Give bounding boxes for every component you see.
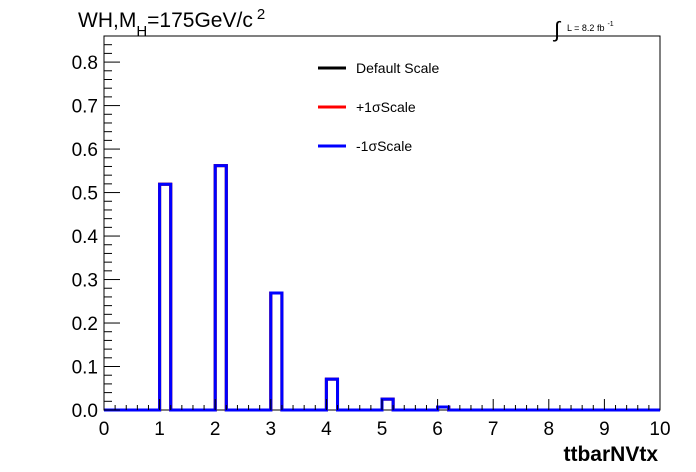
x-tick-label: 3 bbox=[266, 419, 277, 440]
x-tick-label: 8 bbox=[544, 419, 555, 440]
luminosity-text: L = 8.2 fb bbox=[567, 23, 604, 33]
legend-label-plus1sigma: +1σScale bbox=[356, 99, 416, 115]
y-tick-label: 0.7 bbox=[72, 97, 98, 118]
luminosity-integral: ∫ bbox=[552, 17, 562, 42]
x-tick-label: 2 bbox=[210, 419, 221, 440]
plot-frame bbox=[103, 35, 661, 411]
x-tick-label: 10 bbox=[649, 419, 670, 440]
series-minus1sigma-scale bbox=[104, 164, 660, 412]
title-superscript: 2 bbox=[257, 6, 265, 23]
legend-label-minus1sigma: -1σScale bbox=[356, 138, 412, 154]
x-axis-title: ttbarNVtx bbox=[563, 443, 658, 466]
series-layer bbox=[104, 164, 660, 412]
legend: Default Scale +1σScale -1σScale bbox=[318, 60, 439, 154]
x-tick-label: 7 bbox=[488, 419, 499, 440]
y-tick-label: 0.8 bbox=[72, 53, 98, 74]
x-tick-label: 4 bbox=[321, 419, 332, 440]
title-prefix: WH,M bbox=[78, 9, 136, 32]
y-tick-label: 0.6 bbox=[72, 140, 98, 161]
x-tick-label: 1 bbox=[154, 419, 165, 440]
y-tick-label: 0.4 bbox=[72, 227, 99, 248]
y-tick-label: 0.0 bbox=[72, 401, 98, 422]
series-default-scale bbox=[104, 164, 660, 412]
series-plus1sigma-scale bbox=[104, 164, 660, 412]
y-tick-label: 0.3 bbox=[72, 271, 98, 292]
title-value: =175GeV/c bbox=[147, 9, 253, 32]
chart-title: WH,MH=175GeV/c 2 bbox=[78, 6, 265, 40]
y-tick-label: 0.5 bbox=[72, 184, 98, 205]
luminosity-label: L = 8.2 fb -1 bbox=[567, 21, 614, 33]
x-tick-label: 5 bbox=[377, 419, 388, 440]
x-axis: 0 1 2 3 4 5 6 7 8 9 10 bbox=[99, 399, 671, 440]
luminosity-superscript: -1 bbox=[607, 21, 613, 28]
title-subscript: H bbox=[136, 23, 147, 40]
y-tick-label: 0.1 bbox=[72, 358, 98, 379]
y-axis: 0.0 0.1 0.2 0.3 0.4 0.5 0.6 0.7 0.8 bbox=[72, 35, 120, 422]
x-tick-label: 6 bbox=[432, 419, 443, 440]
x-tick-label: 9 bbox=[599, 419, 610, 440]
x-tick-label: 0 bbox=[99, 419, 110, 440]
legend-label-default: Default Scale bbox=[356, 60, 439, 76]
y-tick-label: 0.2 bbox=[72, 314, 98, 335]
